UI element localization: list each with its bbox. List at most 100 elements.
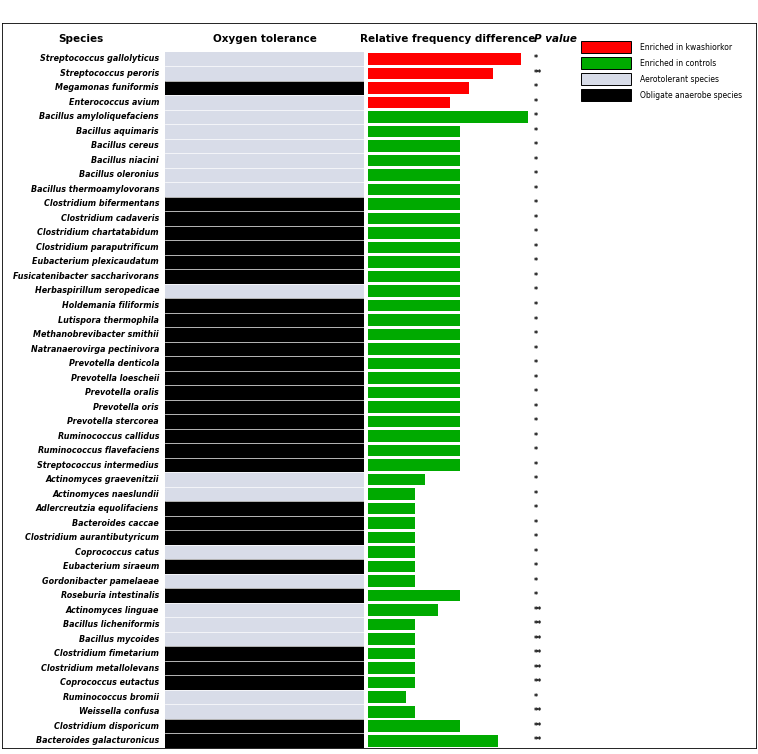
Bar (165, 545, 364, 559)
Text: Prevotella oralis: Prevotella oralis (86, 388, 159, 397)
Text: Prevotella stercorea: Prevotella stercorea (67, 417, 159, 426)
Text: Ruminococcus bromii: Ruminococcus bromii (63, 693, 159, 702)
Text: Clostridium chartatabidum: Clostridium chartatabidum (37, 228, 159, 238)
Bar (368, 706, 415, 718)
Text: Bacteroides caccae: Bacteroides caccae (72, 519, 159, 528)
Text: **: ** (534, 649, 543, 658)
Text: *: * (534, 373, 538, 382)
Text: Obligate anaerobe species: Obligate anaerobe species (640, 90, 742, 100)
Bar (368, 299, 460, 311)
Text: *: * (534, 562, 538, 571)
Bar (368, 343, 460, 355)
Text: *: * (534, 200, 538, 208)
Bar (368, 53, 521, 65)
Text: Species: Species (58, 34, 104, 44)
Text: Megamonas funiformis: Megamonas funiformis (55, 84, 159, 93)
Text: *: * (534, 519, 538, 528)
Text: **: ** (534, 664, 543, 673)
Bar (368, 503, 415, 514)
Text: Herbaspirillum seropedicae: Herbaspirillum seropedicae (35, 287, 159, 296)
Text: Bacillus mycoides: Bacillus mycoides (79, 635, 159, 644)
Text: *: * (534, 461, 538, 470)
Text: Enriched in controls: Enriched in controls (640, 59, 716, 68)
Text: Bacillus thermoamylovorans: Bacillus thermoamylovorans (30, 185, 159, 194)
Text: Prevotella loescheii: Prevotella loescheii (70, 373, 159, 382)
Text: *: * (534, 127, 538, 136)
Bar (368, 285, 460, 297)
Bar (368, 198, 460, 210)
Bar (368, 720, 460, 732)
Bar (165, 559, 364, 574)
Text: Clostridium paraputrificum: Clostridium paraputrificum (36, 243, 159, 252)
Bar (165, 95, 364, 197)
Bar (368, 691, 406, 703)
Text: *: * (534, 591, 538, 600)
Text: Ruminococcus callidus: Ruminococcus callidus (58, 431, 159, 440)
Bar (368, 633, 415, 645)
Bar (368, 256, 460, 268)
Text: *: * (534, 388, 538, 397)
Text: Clostridium bifermentans: Clostridium bifermentans (44, 200, 159, 208)
Bar (368, 547, 415, 558)
Bar (368, 169, 460, 181)
Bar (368, 590, 460, 602)
Text: Bacillus licheniformis: Bacillus licheniformis (63, 620, 159, 629)
Bar (368, 314, 460, 326)
Bar (368, 605, 437, 616)
Bar (368, 489, 415, 500)
Bar (368, 735, 498, 746)
Text: *: * (534, 315, 538, 324)
Bar (368, 532, 415, 544)
Text: Natranaerovirga pectinivora: Natranaerovirga pectinivora (31, 345, 159, 354)
Text: **: ** (534, 722, 543, 731)
Text: Streptococcus gallolyticus: Streptococcus gallolyticus (40, 54, 159, 63)
Text: Methanobrevibacter smithii: Methanobrevibacter smithii (33, 330, 159, 339)
Text: **: ** (534, 69, 543, 78)
Bar (368, 372, 460, 384)
Text: *: * (534, 431, 538, 440)
Text: Bacillus niacini: Bacillus niacini (92, 156, 159, 165)
Text: Relative frequency difference: Relative frequency difference (360, 34, 536, 44)
Text: P value: P value (534, 34, 577, 44)
Bar (368, 662, 415, 674)
Text: *: * (534, 170, 538, 179)
Text: Oxygen tolerance: Oxygen tolerance (212, 34, 317, 44)
Text: Fusicatenibacter saccharivorans: Fusicatenibacter saccharivorans (13, 272, 159, 281)
Bar (368, 184, 460, 195)
Bar (368, 561, 415, 572)
Text: *: * (534, 185, 538, 194)
Text: *: * (534, 504, 538, 513)
Bar (165, 690, 364, 719)
Text: Gordonibacter pamelaeae: Gordonibacter pamelaeae (42, 577, 159, 586)
Text: *: * (534, 257, 538, 266)
Text: *: * (534, 547, 538, 556)
Text: Weissella confusa: Weissella confusa (79, 707, 159, 716)
Bar (368, 517, 415, 529)
Text: **: ** (534, 620, 543, 629)
Text: Enterococcus avium: Enterococcus avium (69, 98, 159, 107)
Text: Coprococcus catus: Coprococcus catus (75, 547, 159, 556)
Bar (368, 242, 460, 253)
Text: Bacteroides galacturonicus: Bacteroides galacturonicus (36, 736, 159, 745)
Bar (368, 648, 415, 660)
Text: *: * (534, 142, 538, 151)
Text: *: * (534, 287, 538, 296)
Bar (368, 445, 460, 456)
Text: Bacillus cereus: Bacillus cereus (92, 142, 159, 151)
Bar (581, 41, 631, 53)
Bar (581, 90, 631, 101)
Bar (165, 472, 364, 501)
Text: Clostridium disporicum: Clostridium disporicum (54, 722, 159, 731)
Bar (165, 574, 364, 588)
Text: *: * (534, 272, 538, 281)
Text: Prevotella oris: Prevotella oris (93, 403, 159, 412)
Bar (165, 284, 364, 299)
Text: Clostridium metallolevans: Clostridium metallolevans (41, 664, 159, 673)
Text: *: * (534, 403, 538, 412)
Text: *: * (534, 301, 538, 310)
Text: *: * (534, 345, 538, 354)
Text: *: * (534, 446, 538, 455)
Text: *: * (534, 243, 538, 252)
Bar (368, 140, 460, 152)
Bar (368, 474, 425, 486)
